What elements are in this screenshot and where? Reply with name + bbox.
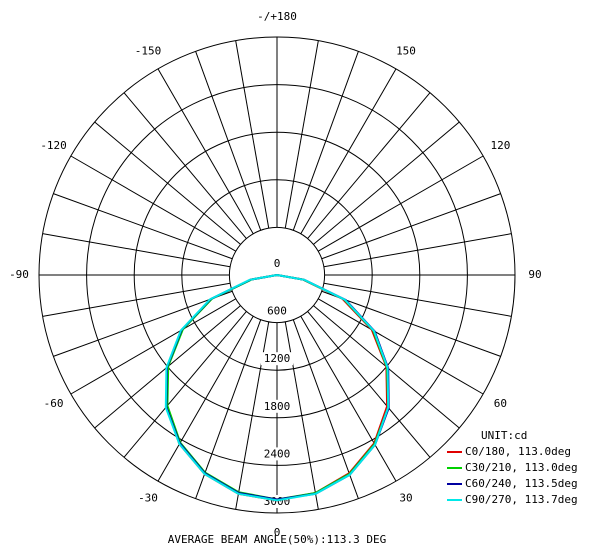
angle-tick-label: 0	[274, 526, 281, 539]
ring	[133, 131, 421, 419]
r-tick-label: 2400	[264, 447, 291, 460]
legend-label: C90/270, 113.7deg	[465, 493, 578, 506]
r-tick-label: 1200	[264, 352, 291, 365]
angle-tick-label: 30	[399, 491, 412, 504]
r-label-bg	[261, 304, 293, 318]
angle-tick-label: -/+180	[257, 10, 297, 23]
ring	[181, 179, 373, 371]
legend-title: UNIT:cd	[481, 429, 527, 442]
angle-tick-label: 150	[396, 45, 416, 58]
r-tick-label: 0	[274, 257, 281, 270]
ring	[38, 36, 516, 514]
r-tick-label: 1800	[264, 400, 291, 413]
r-label-bg	[261, 352, 293, 366]
angle-tick-label: -120	[40, 139, 67, 152]
angle-tick-label: 90	[528, 268, 541, 281]
legend-label: C30/210, 113.0deg	[465, 461, 578, 474]
series-line	[164, 274, 390, 502]
footer: AVERAGE BEAM ANGLE(50%):113.3 DEG	[168, 533, 387, 546]
angle-tick-label: -150	[135, 45, 162, 58]
legend-label: C60/240, 113.5deg	[465, 477, 578, 490]
ring	[86, 84, 468, 466]
r-label-bg	[261, 257, 293, 270]
r-label-bg	[261, 447, 293, 461]
r-label-bg	[261, 399, 293, 413]
angle-tick-label: 60	[494, 397, 507, 410]
legend-label: C0/180, 113.0deg	[465, 445, 571, 458]
ring	[228, 226, 326, 324]
angle-tick-label: -90	[9, 268, 29, 281]
angle-tick-label: 120	[490, 139, 510, 152]
r-tick-label: 600	[267, 305, 287, 318]
angle-tick-label: -60	[44, 397, 64, 410]
angle-tick-label: -30	[138, 491, 158, 504]
